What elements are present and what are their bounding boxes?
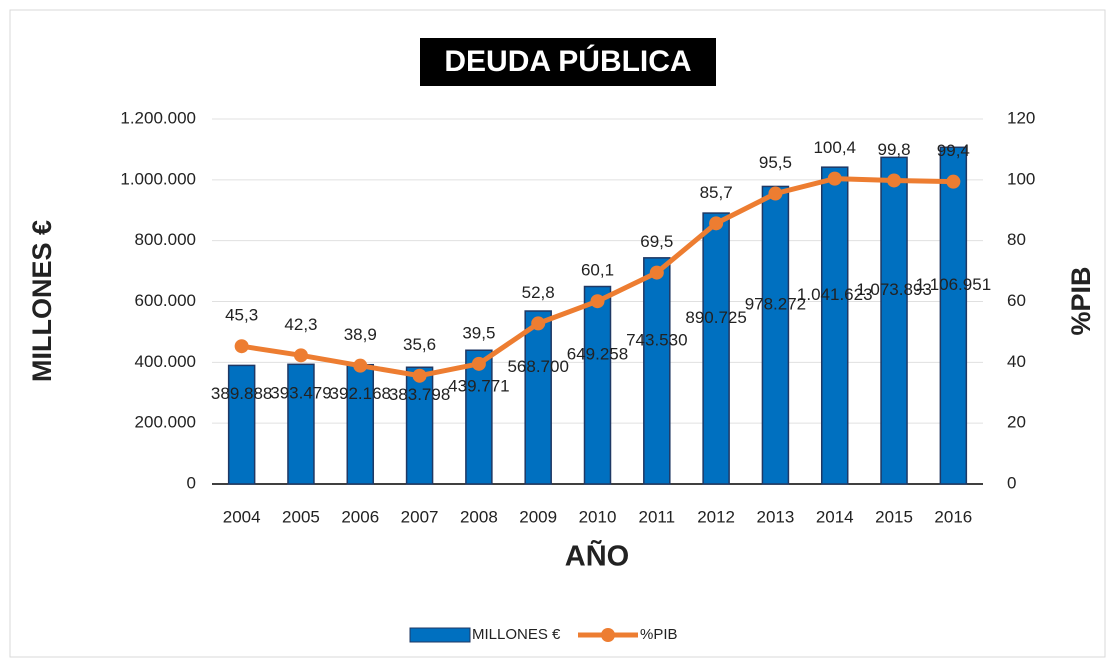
line-point xyxy=(531,316,546,331)
bar xyxy=(820,166,849,485)
x-tick-label: 2010 xyxy=(579,507,617,526)
line-point xyxy=(709,216,724,231)
y-tick-label: 800.000 xyxy=(135,230,196,249)
line-value-label: 85,7 xyxy=(700,183,733,202)
bar xyxy=(583,285,612,485)
y-tick-label: 200.000 xyxy=(135,413,196,432)
line-point xyxy=(353,358,368,373)
x-tick-label: 2011 xyxy=(639,507,676,526)
line-value-label: 99,8 xyxy=(877,140,910,159)
y2-axis-title: %PIB xyxy=(1066,266,1096,335)
bar xyxy=(761,185,790,485)
y-tick-label: 1.000.000 xyxy=(120,169,196,188)
bar xyxy=(524,310,552,485)
x-tick-label: 2007 xyxy=(401,507,439,526)
y2-tick-label: 120 xyxy=(1007,108,1035,127)
x-tick-label: 2009 xyxy=(519,507,557,526)
line-point xyxy=(827,171,842,186)
bar-value-label: 649.258 xyxy=(567,345,628,364)
x-tick-label: 2004 xyxy=(223,507,261,526)
line-point xyxy=(293,348,308,363)
y2-tick-label: 80 xyxy=(1007,230,1026,249)
line-point xyxy=(234,339,249,354)
line-value-label: 60,1 xyxy=(581,261,614,280)
legend-label: MILLONES € xyxy=(472,626,561,643)
x-tick-label: 2014 xyxy=(816,507,854,526)
bar xyxy=(939,146,968,485)
bar-value-label: 568.700 xyxy=(507,357,568,376)
line-value-label: 95,5 xyxy=(759,153,792,172)
bar-value-label: 978.272 xyxy=(745,295,806,314)
bar-value-label: 743.530 xyxy=(626,330,687,349)
bar xyxy=(880,156,908,485)
chart-frame xyxy=(9,9,1106,658)
line-point xyxy=(946,174,961,189)
y-tick-label: 400.000 xyxy=(135,352,196,371)
bar xyxy=(346,363,375,485)
bar-value-label: 1.041.623 xyxy=(797,285,873,304)
line-value-label: 45,3 xyxy=(225,306,258,325)
y2-tick-label: 20 xyxy=(1007,413,1026,432)
y-tick-label: 600.000 xyxy=(135,291,196,310)
bar-value-label: 1.073.893 xyxy=(856,280,932,299)
line-point xyxy=(590,294,605,309)
line-point xyxy=(887,173,902,188)
bar-value-label: 392.168 xyxy=(330,384,391,403)
bar xyxy=(405,366,434,485)
x-tick-label: 2015 xyxy=(875,507,913,526)
y-tick-label: 1.200.000 xyxy=(120,108,196,127)
y2-tick-label: 100 xyxy=(1007,169,1035,188)
bar-value-label: 439.771 xyxy=(448,377,509,396)
bar-value-label: 389.888 xyxy=(211,384,272,403)
x-tick-label: 2016 xyxy=(934,507,972,526)
y2-tick-label: 60 xyxy=(1007,291,1026,310)
line-point xyxy=(471,356,486,371)
legend-swatch xyxy=(409,627,471,643)
line-point xyxy=(412,368,427,383)
bar xyxy=(702,212,730,485)
bar-value-label: 1.106.951 xyxy=(916,275,992,294)
legend-marker xyxy=(601,628,615,642)
bar-value-label: 383.798 xyxy=(389,385,450,404)
bar xyxy=(643,257,671,485)
bar-value-label: 890.725 xyxy=(685,308,746,327)
x-tick-label: 2006 xyxy=(341,507,379,526)
line-value-label: 100,4 xyxy=(813,138,856,157)
line-value-label: 42,3 xyxy=(284,315,317,334)
line-value-label: 39,5 xyxy=(462,323,495,342)
chart-title: DEUDA PÚBLICA xyxy=(444,44,691,78)
y-tick-label: 0 xyxy=(187,473,196,492)
line-value-label: 99,4 xyxy=(937,141,970,160)
y2-tick-label: 40 xyxy=(1007,352,1026,371)
title-box xyxy=(420,38,716,86)
bar xyxy=(287,363,315,485)
bar xyxy=(465,349,493,485)
x-tick-label: 2005 xyxy=(282,507,320,526)
x-tick-label: 2013 xyxy=(757,507,795,526)
y-axis-title: MILLONES € xyxy=(27,220,57,382)
line-value-label: 52,8 xyxy=(522,283,555,302)
x-tick-label: 2008 xyxy=(460,507,498,526)
line-value-label: 35,6 xyxy=(403,335,436,354)
bar xyxy=(227,364,256,485)
legend-label: %PIB xyxy=(640,626,678,643)
line-point xyxy=(649,265,664,280)
x-axis-title: AÑO xyxy=(565,539,629,573)
line-point xyxy=(768,186,783,201)
line-value-label: 38,9 xyxy=(344,325,377,344)
bar-value-label: 393.479 xyxy=(270,384,331,403)
y2-tick-label: 0 xyxy=(1007,473,1016,492)
x-tick-label: 2012 xyxy=(697,507,735,526)
line-value-label: 69,5 xyxy=(640,232,673,251)
